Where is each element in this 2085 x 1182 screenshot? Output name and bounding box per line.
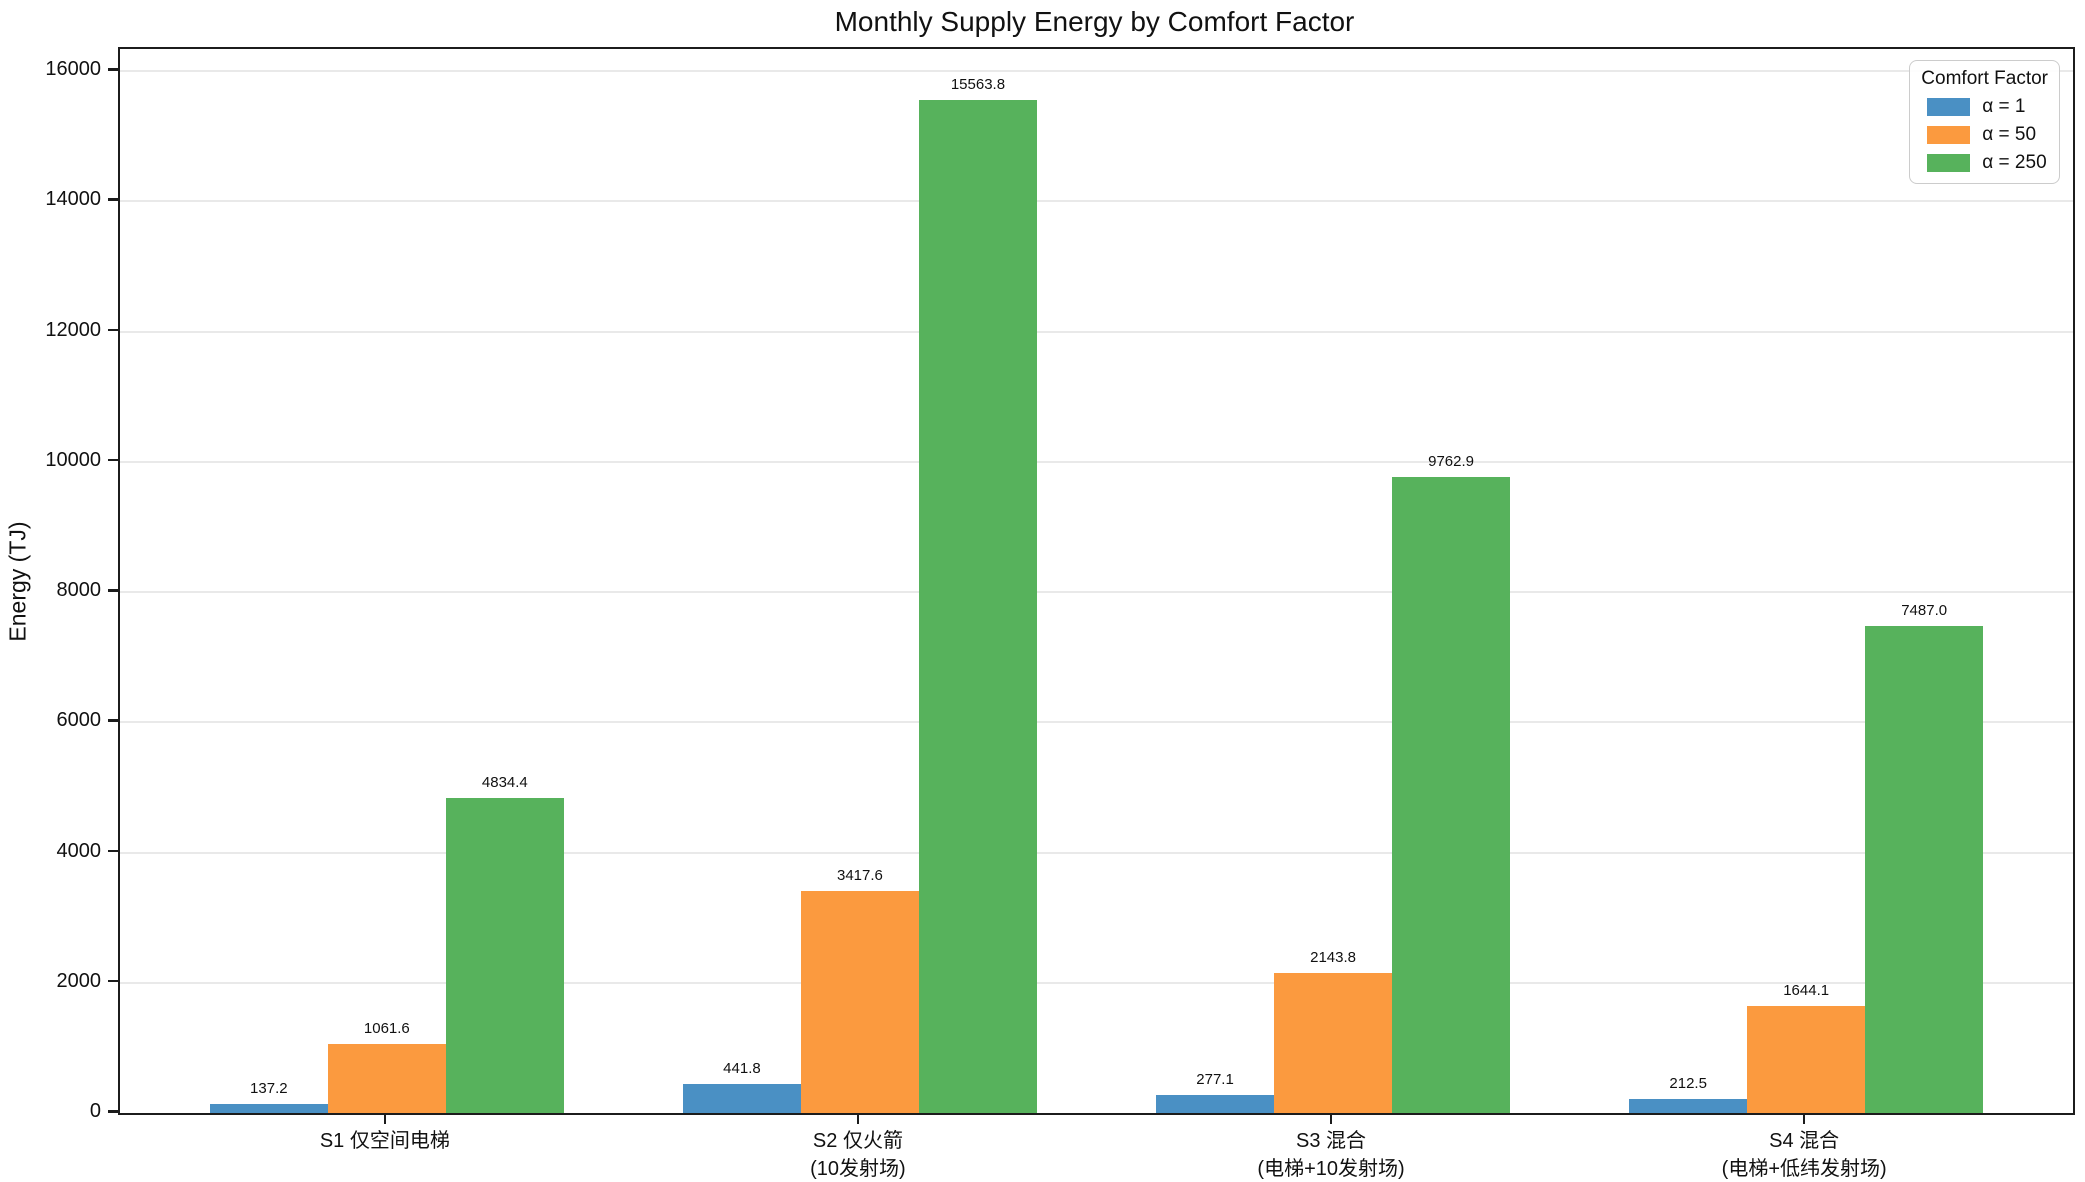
legend-swatch	[1927, 126, 1971, 144]
x-tick-mark	[383, 1113, 387, 1124]
x-tick-mark	[1802, 1113, 1806, 1124]
y-tick-label: 10000	[45, 448, 101, 471]
legend-item-label: α = 1	[1982, 96, 2026, 117]
bar-α = 1-cat4	[1629, 1099, 1748, 1113]
x-tick-label-cat4: S4 混合 (电梯+低纬发射场)	[1584, 1127, 2024, 1182]
gridline-4000	[120, 851, 2073, 854]
bar-α = 250-cat3	[1392, 477, 1511, 1113]
bar-value-label: 2143.8	[1310, 949, 1356, 967]
bar-α = 250-cat2	[918, 99, 1037, 1113]
y-tick-mark	[108, 979, 118, 983]
bar-α = 1-cat2	[682, 1084, 801, 1113]
legend-items: α = 1 α = 50 α = 250	[1921, 96, 2048, 174]
chart-title: Monthly Supply Energy by Comfort Factor	[834, 6, 1355, 37]
y-tick-label: 16000	[45, 58, 101, 81]
bar-α = 250-cat4	[1865, 625, 1984, 1113]
gridline-6000	[120, 721, 2073, 724]
bar-value-label: 1644.1	[1783, 981, 1830, 999]
bar-α = 50-cat1	[327, 1043, 446, 1113]
x-tick-label-line: (电梯+10发射场)	[1257, 1158, 1405, 1180]
y-tick-mark	[108, 68, 118, 71]
x-tick-mark	[856, 1113, 860, 1124]
legend-item-label: α = 50	[1982, 124, 2037, 145]
y-tick-mark	[108, 458, 118, 462]
legend-title: Comfort Factor	[1921, 68, 2048, 89]
y-tick-label: 12000	[45, 318, 101, 341]
legend-item-2: α = 50	[1921, 124, 2048, 146]
x-tick-label-cat3: S3 混合 (电梯+10发射场)	[1111, 1127, 1551, 1182]
gridline-10000	[120, 460, 2073, 463]
y-tick-mark	[108, 328, 118, 332]
bar-value-label: 9762.9	[1428, 453, 1474, 471]
bar-value-label: 3417.6	[836, 866, 883, 884]
x-tick-label-line: S3 混合	[1296, 1130, 1367, 1152]
legend-swatch	[1927, 154, 1971, 172]
bar-α = 50-cat4	[1747, 1005, 1866, 1113]
bar-value-label: 15563.8	[950, 75, 1006, 93]
bar-α = 250-cat1	[445, 798, 564, 1113]
gridline-12000	[120, 330, 2073, 333]
bar-value-label: 4834.4	[481, 774, 528, 792]
y-tick-mark	[108, 589, 118, 592]
x-tick-label-line: S2 仅火箭	[812, 1130, 903, 1152]
bar-value-label: 212.5	[1669, 1075, 1707, 1093]
bar-value-label: 1061.6	[363, 1019, 410, 1037]
legend-item-3: α = 250	[1921, 152, 2048, 174]
bar-α = 50-cat2	[800, 890, 919, 1113]
y-tick-label: 14000	[45, 188, 101, 211]
bar-value-label: 137.2	[250, 1080, 288, 1098]
bar-α = 50-cat3	[1274, 973, 1393, 1113]
x-tick-label-cat2: S2 仅火箭 (10发射场)	[638, 1127, 1078, 1182]
x-tick-label-cat1: S1 仅空间电梯	[165, 1127, 605, 1155]
y-tick-label: 6000	[56, 709, 102, 732]
x-tick-label-line: (电梯+低纬发射场)	[1721, 1158, 1887, 1180]
y-tick-label: 8000	[56, 579, 102, 602]
y-tick-mark	[108, 1110, 118, 1113]
legend-item-label: α = 250	[1982, 152, 2047, 173]
legend: Comfort Factor α = 1 α = 50 α = 250	[1909, 60, 2060, 184]
gridline-14000	[120, 200, 2073, 203]
bar-α = 1-cat3	[1156, 1094, 1275, 1113]
legend-swatch	[1927, 98, 1971, 116]
plot-area: Comfort Factor α = 1 α = 50 α = 250 137.2 4…	[118, 47, 2075, 1115]
x-tick-mark	[1329, 1113, 1333, 1124]
y-tick-label: 0	[89, 1100, 101, 1122]
y-tick-mark	[108, 849, 118, 853]
bar-value-label: 277.1	[1196, 1070, 1234, 1088]
gridline-8000	[120, 591, 2073, 594]
x-tick-label-line: S1 仅空间电梯	[319, 1130, 450, 1152]
x-tick-label-line: S4 混合	[1769, 1130, 1840, 1152]
gridline-16000	[120, 70, 2073, 73]
y-tick-mark	[108, 198, 118, 201]
gridline-2000	[120, 981, 2073, 984]
y-tick-label: 4000	[56, 839, 102, 862]
x-tick-label-line: (10发射场)	[810, 1158, 906, 1180]
bar-α = 1-cat1	[209, 1104, 328, 1113]
legend-item-1: α = 1	[1921, 96, 2048, 118]
bar-value-label: 441.8	[723, 1060, 761, 1078]
bar-value-label: 7487.0	[1901, 601, 1948, 619]
y-tick-label: 2000	[56, 969, 102, 992]
y-tick-mark	[108, 719, 118, 722]
